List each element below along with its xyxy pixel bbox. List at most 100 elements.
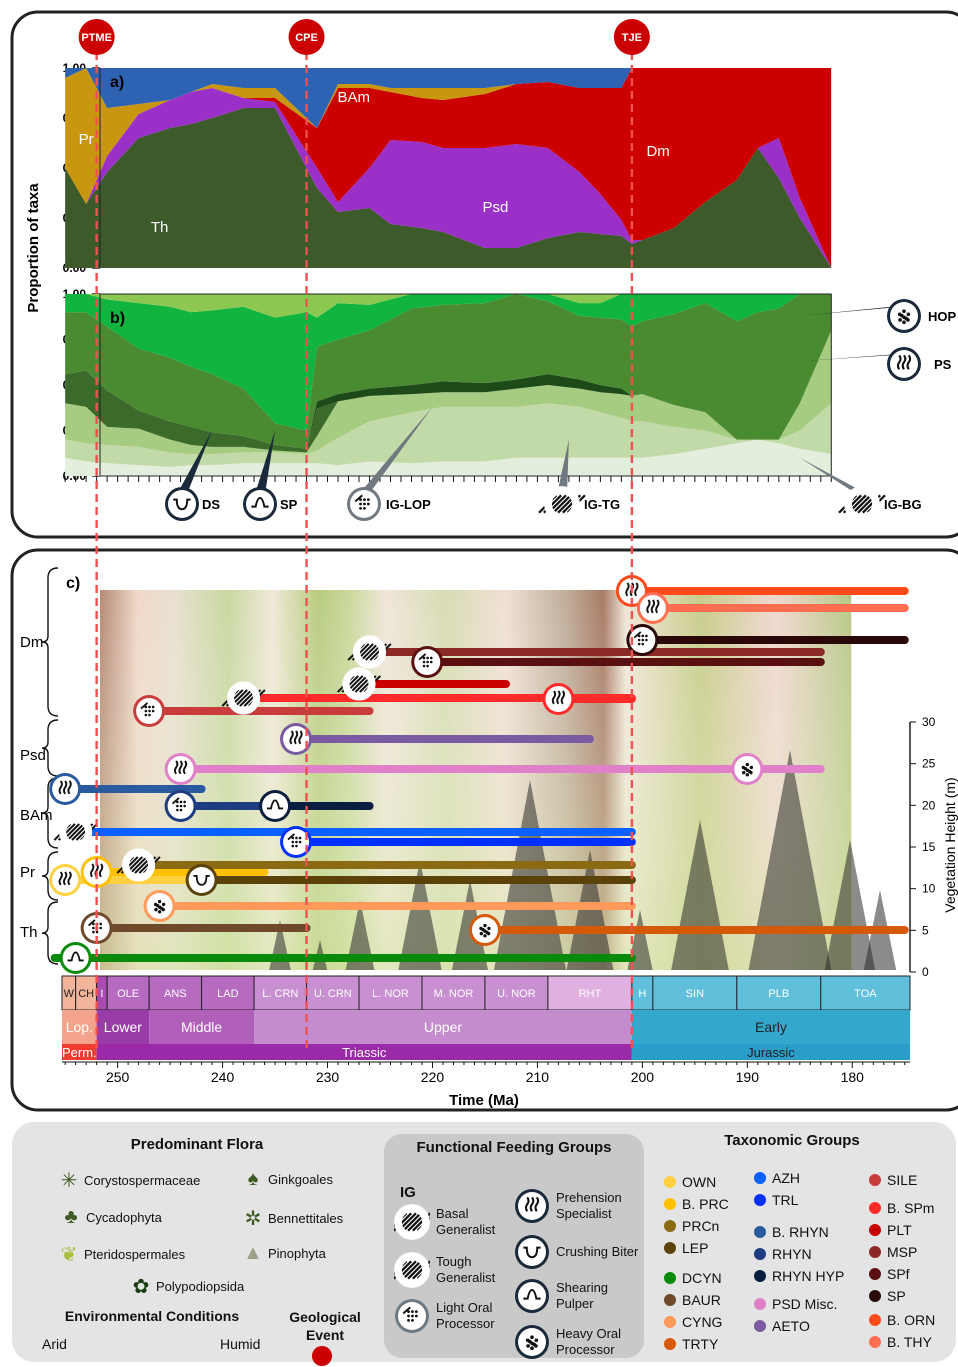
ffg-item-sp: Shearing Pulper — [514, 1278, 644, 1314]
taxon-color-dot — [664, 1272, 676, 1284]
x-tick-label: 220 — [421, 1069, 445, 1085]
group-label-psd: Psd — [20, 747, 46, 764]
lop-range-icon — [411, 646, 444, 678]
conifer-silhouette — [345, 900, 375, 970]
icon-dot — [414, 1310, 418, 1314]
stage-label: H — [638, 988, 646, 1000]
ffg-ig-label: IG — [400, 1184, 416, 1201]
area-end-mask — [831, 68, 910, 268]
taxon-legend-dcyn: DCYN — [664, 1270, 722, 1286]
icon-wave — [182, 760, 188, 775]
icon-dot — [176, 808, 179, 812]
bg-range-icon — [221, 681, 266, 715]
icon-dot — [742, 770, 746, 775]
event-label-tje: TJE — [622, 32, 642, 44]
taxon-legend-lep: LEP — [664, 1240, 708, 1256]
icon-stripe — [852, 494, 872, 514]
ds-feeding-icon — [515, 1235, 549, 1269]
icon-curve — [67, 951, 84, 962]
conifer-silhouette — [824, 840, 876, 970]
icon-wave — [529, 1196, 535, 1212]
taxon-label: RHYN HYP — [772, 1268, 845, 1284]
icon-stripe — [87, 919, 96, 927]
epoch-cell — [631, 1010, 910, 1044]
env-arid-label: Arid — [42, 1336, 67, 1352]
ps-range-icon — [164, 753, 197, 785]
taxon-color-dot — [754, 1226, 766, 1238]
sp-range-icon — [259, 790, 292, 822]
group-bracket — [41, 851, 59, 901]
icon-dot — [526, 1344, 530, 1348]
icon-mask — [226, 681, 261, 715]
icon-mask — [59, 815, 93, 849]
taxon-legend-cyng: CYNG — [664, 1314, 722, 1330]
period-label: Jurassic — [747, 1045, 795, 1060]
pointer-ds — [177, 430, 213, 494]
taxon-label: AZH — [772, 1170, 800, 1186]
icon-dot — [530, 1335, 534, 1340]
ffg-item-label: Prehension Specialist — [556, 1190, 622, 1221]
veg-tick-label: 10 — [922, 882, 936, 896]
env-title: Environmental Conditions — [64, 1308, 240, 1324]
stage-cell — [484, 975, 549, 1011]
icon-dot — [366, 502, 370, 506]
corystospermaceae-icon: ✳ — [60, 1170, 78, 1192]
icon-face — [518, 1238, 546, 1266]
lop-range-icon — [133, 695, 166, 727]
icon-stripe — [66, 823, 85, 841]
group-label-dm: Dm — [20, 634, 43, 651]
icon-mask — [352, 635, 387, 669]
hop-feeding-icon — [887, 299, 921, 333]
pointer-label-lop: IG-LOP — [386, 497, 431, 512]
taxon-legend-plt: PLT — [869, 1222, 912, 1238]
icon-face — [188, 867, 215, 893]
tg-legend-icon — [394, 1252, 430, 1288]
icon-mask — [544, 486, 580, 522]
ffg-item-label: Tough Generalist — [436, 1254, 496, 1285]
ps-range-icon — [49, 773, 82, 805]
icon-dot — [407, 1318, 410, 1322]
icon-dot — [148, 709, 151, 713]
period-label: Perm. — [62, 1045, 97, 1060]
icon-wave — [524, 1196, 530, 1212]
lop-range-icon — [626, 624, 659, 656]
ffg-item-label: Shearing Pulper — [556, 1280, 609, 1311]
icon-curve — [251, 496, 269, 508]
pointer-label-tg: IG-TG — [584, 497, 620, 512]
stage-cell — [106, 975, 150, 1011]
icon-stripe — [140, 702, 149, 710]
ffg-item-tg: Tough Generalist — [394, 1252, 524, 1288]
taxon-label: BAUR — [682, 1292, 721, 1308]
icon-stripe — [552, 494, 572, 514]
icon-dot — [179, 800, 183, 804]
area-bam — [65, 68, 832, 128]
taxon-label: B. THY — [887, 1334, 932, 1350]
ps-feeding-icon — [515, 1189, 549, 1223]
taxon-label: AETO — [772, 1318, 810, 1334]
group-label-pr: Pr — [20, 864, 35, 881]
epoch-cell — [96, 1010, 150, 1044]
icon-wave — [556, 690, 561, 705]
ps-feeding-icon — [887, 347, 921, 381]
pointer-lop — [359, 406, 433, 494]
ffg-item-label: Heavy Oral Processor — [556, 1326, 622, 1357]
ffg-item-label: Crushing Biter — [556, 1244, 639, 1259]
icon-face — [246, 490, 274, 518]
icon-dot — [291, 840, 295, 844]
x-axis-label: Time (Ma) — [449, 1092, 519, 1109]
stage-cell — [253, 975, 308, 1011]
taxon-color-dot — [664, 1242, 676, 1254]
ffg-item-bg: Basal Generalist — [394, 1204, 524, 1240]
taxon-color-dot — [869, 1202, 881, 1214]
hop-feeding-icon — [515, 1325, 549, 1359]
pointer-label-ps: PS — [934, 357, 952, 372]
icon-wave — [173, 760, 179, 775]
sp-range-icon — [59, 942, 92, 974]
taxon-color-dot — [869, 1246, 881, 1258]
icon-wave — [293, 730, 299, 745]
taxon-color-dot — [869, 1314, 881, 1326]
stage-cell — [421, 975, 486, 1011]
taxon-label: SPf — [887, 1266, 910, 1282]
taxon-label-psd: Psd — [483, 199, 509, 216]
plot-frame — [99, 293, 832, 477]
